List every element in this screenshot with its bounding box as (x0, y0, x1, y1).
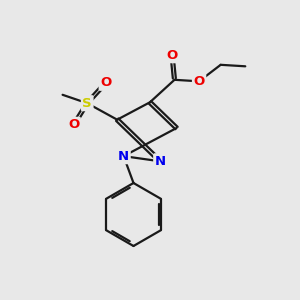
Text: N: N (118, 150, 129, 163)
Text: O: O (68, 118, 79, 131)
Text: O: O (194, 75, 205, 88)
Text: O: O (167, 49, 178, 62)
Text: O: O (100, 76, 111, 89)
Text: N: N (155, 155, 166, 168)
Text: S: S (82, 97, 92, 110)
